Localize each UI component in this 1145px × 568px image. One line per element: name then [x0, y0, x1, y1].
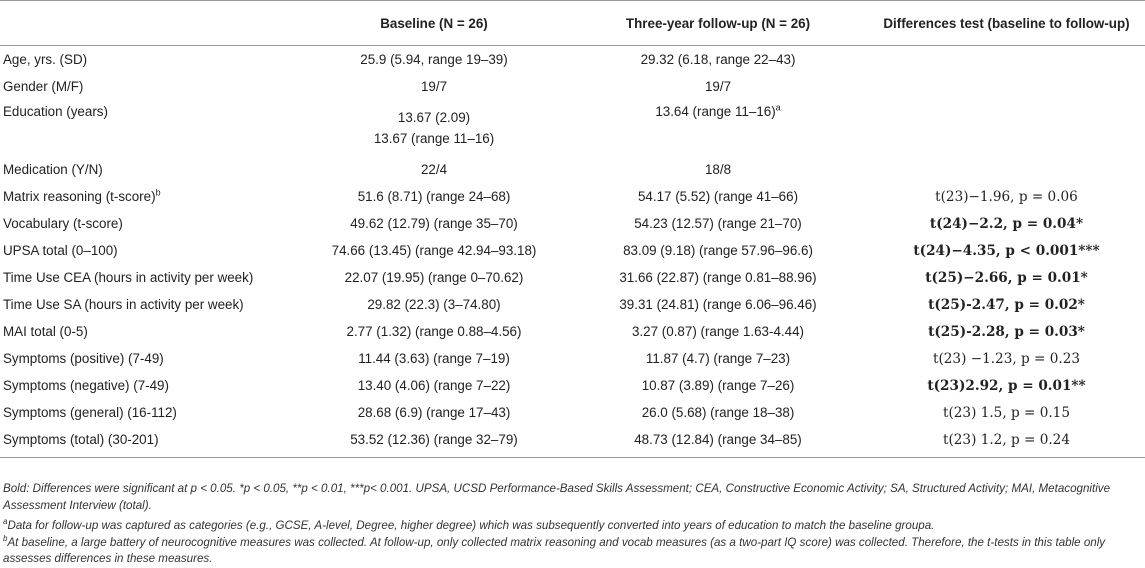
followup-value: 19/7 [704, 79, 732, 94]
baseline-value: 25.9 (5.94, range 19–39) [360, 52, 508, 67]
row-label: Medication (Y/N) [3, 162, 103, 177]
test-value [868, 46, 1145, 74]
table-row: Time Use CEA (hours in activity per week… [0, 264, 1145, 291]
baseline-value: 13.67 (2.09) 13.67 (range 11–16) [300, 100, 568, 156]
footnote-a-text: Data for follow-up was captured as categ… [7, 519, 935, 532]
table-footnotes: Bold: Differences were significant at p … [3, 481, 1141, 568]
test-value: t(23)2.92, p = 0.01** [927, 377, 1086, 394]
followup-value: 48.73 (12.84) (range 34–85) [568, 426, 868, 458]
baseline-value: 29.82 (22.3) (3–74.80) [367, 297, 501, 312]
test-value: t(23) 1.5, p = 0.15 [943, 404, 1070, 421]
baseline-value: 74.66 (13.45) (range 42.94–93.18) [331, 243, 537, 258]
followup-value: 11.87 (4.7) (range 7–23) [645, 351, 791, 366]
footnote-a-label: a [3, 517, 8, 527]
table-row: MAI total (0-5) 2.77 (1.32) (range 0.88–… [0, 318, 1145, 345]
row-label: Time Use CEA (hours in activity per week… [3, 270, 254, 285]
footnote-b-text: At baseline, a large battery of neurocog… [3, 535, 1106, 566]
footnote-b: bAt baseline, a large battery of neuroco… [3, 533, 1141, 568]
row-label: Time Use SA (hours in activity per week) [3, 297, 244, 312]
followup-value: 39.31 (24.81) (range 6.06–96.46) [619, 297, 817, 312]
baseline-value-line1: 13.67 (2.09) [397, 110, 471, 125]
row-label: UPSA total (0–100) [3, 243, 118, 258]
baseline-value: 51.6 (8.71) (range 24–68) [357, 189, 511, 204]
row-label: Age, yrs. (SD) [3, 52, 88, 67]
table-row: Symptoms (negative) (7-49) 13.40 (4.06) … [0, 372, 1145, 399]
header-differences-test: Differences test (baseline to follow-up) [868, 0, 1145, 46]
footnote-b-mark: b [155, 187, 161, 198]
followup-value: 83.09 (9.18) (range 57.96–96.6) [623, 243, 813, 258]
test-value: t(23) −1.23, p = 0.23 [933, 350, 1080, 367]
baseline-value: 28.68 (6.9) (range 17–43) [357, 405, 511, 420]
baseline-value: 13.40 (4.06) (range 7–22) [357, 378, 511, 393]
row-label-text: Matrix reasoning (t-score) [3, 189, 156, 204]
test-value: t(24)−2.2, p = 0.04* [929, 215, 1084, 232]
table-row: Matrix reasoning (t-score)b 51.6 (8.71) … [0, 183, 1145, 210]
table-row: Education (years) 13.67 (2.09) 13.67 (ra… [0, 100, 1145, 156]
baseline-value: 22.07 (19.95) (range 0–70.62) [344, 270, 524, 285]
footnote-b-label: b [3, 533, 8, 543]
baseline-value: 11.44 (3.63) (range 7–19) [358, 351, 510, 366]
table-row: Symptoms (general) (16-112) 28.68 (6.9) … [0, 399, 1145, 426]
row-label: Education (years) [3, 104, 108, 119]
table-row: Gender (M/F) 19/7 19/7 [0, 73, 1145, 100]
row-label: Symptoms (total) (30-201) [0, 426, 300, 458]
followup-value: 18/8 [704, 162, 732, 177]
header-label [0, 0, 300, 46]
baseline-value: 19/7 [420, 79, 448, 94]
test-value: t(23)−1.96, p = 0.06 [935, 188, 1078, 205]
test-value: t(23) 1.2, p = 0.24 [868, 426, 1145, 458]
test-value [868, 156, 1145, 183]
baseline-value: 53.52 (12.36) (range 32–79) [300, 426, 568, 458]
table-row: Age, yrs. (SD) 25.9 (5.94, range 19–39) … [0, 46, 1145, 74]
header-followup: Three-year follow-up (N = 26) [568, 0, 868, 46]
row-label: Gender (M/F) [3, 79, 84, 94]
followup-value: 29.32 (6.18, range 22–43) [640, 52, 796, 67]
footnote-significance: Bold: Differences were significant at p … [3, 482, 1111, 512]
table-row: Symptoms (total) (30-201) 53.52 (12.36) … [0, 426, 1145, 458]
row-label: Symptoms (negative) (7-49) [3, 378, 169, 393]
test-value [868, 100, 1145, 156]
data-table: Baseline (N = 26) Three-year follow-up (… [0, 0, 1145, 458]
table-row: Symptoms (positive) (7-49) 11.44 (3.63) … [0, 345, 1145, 372]
followup-value-text: 13.64 (range 11–16) [655, 104, 776, 119]
footnote-a: aData for follow-up was captured as cate… [3, 518, 1141, 535]
table-row: UPSA total (0–100) 74.66 (13.45) (range … [0, 237, 1145, 264]
row-label: Symptoms (positive) (7-49) [3, 351, 164, 366]
baseline-value: 49.62 (12.79) (range 35–70) [350, 216, 518, 231]
followup-value: 3.27 (0.87) (range 1.63-4.44) [632, 324, 804, 339]
test-value: t(25)−2.66, p = 0.01* [925, 269, 1088, 286]
followup-value: 54.17 (5.52) (range 41–66) [637, 189, 799, 204]
header-row: Baseline (N = 26) Three-year follow-up (… [0, 0, 1145, 46]
table-row: Medication (Y/N) 22/4 18/8 [0, 156, 1145, 183]
table-row: Time Use SA (hours in activity per week)… [0, 291, 1145, 318]
table-row: Vocabulary (t-score) 49.62 (12.79) (rang… [0, 210, 1145, 237]
baseline-value: 22/4 [420, 162, 448, 177]
baseline-value: 2.77 (1.32) (range 0.88–4.56) [346, 324, 522, 339]
header-baseline: Baseline (N = 26) [300, 0, 568, 46]
test-value: t(24)−4.35, p < 0.001*** [913, 242, 1100, 259]
row-label: Symptoms (general) (16-112) [3, 405, 177, 420]
test-value: t(25)-2.47, p = 0.02* [928, 296, 1085, 313]
followup-value: 54.23 (12.57) (range 21–70) [634, 216, 802, 231]
followup-value: 31.66 (22.87) (range 0.81–88.96) [619, 270, 817, 285]
footnote-a-mark: a [775, 102, 781, 113]
row-label: Matrix reasoning (t-score)b [0, 183, 300, 210]
followup-value: 13.64 (range 11–16)a [568, 100, 868, 156]
test-value: t(25)-2.28, p = 0.03* [928, 323, 1085, 340]
row-label: Vocabulary (t-score) [3, 216, 123, 231]
followup-value: 26.0 (5.68) (range 18–38) [641, 405, 795, 420]
followup-value: 10.87 (3.89) (range 7–26) [641, 378, 795, 393]
row-label: MAI total (0-5) [3, 324, 88, 339]
baseline-value-line2: 13.67 (range 11–16) [373, 131, 495, 146]
test-value [868, 73, 1145, 100]
